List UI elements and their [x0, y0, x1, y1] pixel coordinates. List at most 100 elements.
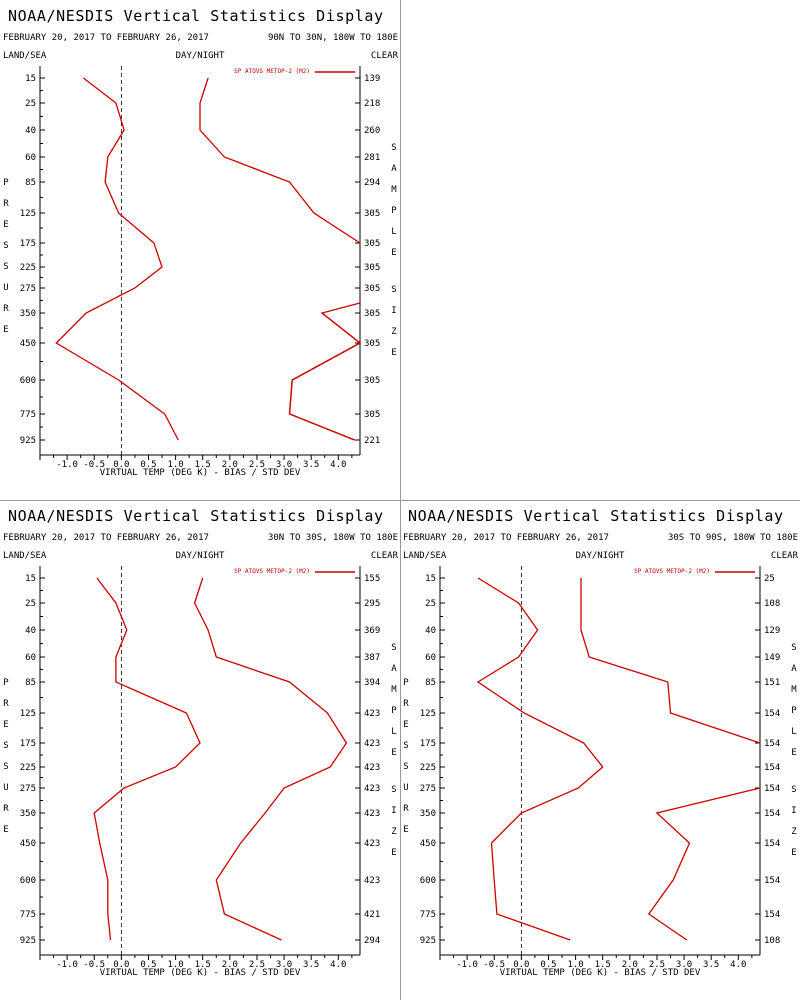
x-tick-label: 3.0: [276, 460, 292, 470]
sample-size-label: 423: [364, 839, 380, 849]
header-clear: CLEAR: [371, 51, 399, 61]
y-axis-title-letter: S: [3, 241, 8, 251]
y-axis-title-letter: S: [3, 262, 8, 272]
y-axis-title-letter: U: [403, 783, 408, 793]
pressure-label: 225: [420, 763, 436, 773]
y-axis-title-letter: R: [3, 304, 9, 314]
panel-30n-30s: NOAA/NESDIS Vertical Statistics Display F…: [3, 507, 399, 978]
x-tick-label: 2.5: [249, 960, 265, 970]
pressure-label: 40: [25, 126, 36, 136]
date-range: FEBRUARY 20, 2017 TO FEBRUARY 26, 2017: [403, 533, 609, 543]
sample-size-title-letter: E: [391, 348, 396, 358]
pressure-label: 40: [425, 626, 436, 636]
region: 30N TO 30S, 180W TO 180E: [268, 533, 398, 543]
y-axis-title-letter: R: [403, 804, 409, 814]
sample-size-title-letter: S: [791, 785, 796, 795]
std-dev-line: [288, 312, 362, 441]
panel-30s-90s: NOAA/NESDIS Vertical Statistics Display F…: [403, 507, 799, 978]
pressure-label: 85: [25, 178, 36, 188]
pressure-label: 775: [20, 410, 36, 420]
y-axis-title-letter: S: [3, 762, 8, 772]
sample-size-label: 305: [364, 410, 380, 420]
pressure-label: 600: [420, 876, 436, 886]
x-tick-label: -1.0: [456, 960, 478, 970]
sample-size-label: 423: [364, 809, 380, 819]
pressure-label: 125: [420, 709, 436, 719]
x-tick-label: 3.5: [303, 960, 319, 970]
bias-line: [55, 77, 179, 441]
pressure-label: 25: [25, 99, 36, 109]
pressure-label: 275: [420, 784, 436, 794]
sample-size-label: 25: [764, 574, 775, 584]
sample-size-label: 260: [364, 126, 380, 136]
pressure-label: 925: [20, 436, 36, 446]
sample-size-label: 149: [764, 653, 780, 663]
sample-size-label: 221: [364, 436, 380, 446]
sample-size-label: 154: [764, 910, 780, 920]
x-tick-label: 3.5: [303, 460, 319, 470]
x-tick-label: 2.0: [222, 460, 238, 470]
sample-size-label: 154: [764, 809, 780, 819]
std-dev-line: [193, 577, 348, 941]
pressure-label: 60: [25, 153, 36, 163]
date-range: FEBRUARY 20, 2017 TO FEBRUARY 26, 2017: [3, 533, 209, 543]
pressure-label: 350: [20, 309, 36, 319]
sample-size-title-letter: Z: [391, 327, 397, 337]
sample-size-label: 305: [364, 263, 380, 273]
pressure-label: 25: [25, 599, 36, 609]
y-axis-title-letter: E: [403, 720, 408, 730]
x-tick-label: 1.5: [195, 460, 211, 470]
sample-size-title-letter: S: [391, 643, 396, 653]
pressure-label: 450: [420, 839, 436, 849]
pressure-label: 175: [420, 739, 436, 749]
sample-size-label: 423: [364, 763, 380, 773]
x-tick-label: 2.0: [222, 960, 238, 970]
sample-size-title-letter: P: [391, 706, 397, 716]
region: 30S TO 90S, 180W TO 180E: [668, 533, 798, 543]
sample-size-label: 421: [364, 910, 380, 920]
y-axis-title-letter: E: [3, 220, 8, 230]
sample-size-label: 305: [364, 339, 380, 349]
x-tick-label: -0.5: [483, 960, 505, 970]
sample-size-title-letter: E: [391, 248, 396, 258]
header-day-night: DAY/NIGHT: [176, 51, 225, 61]
x-tick-label: 2.5: [649, 960, 665, 970]
sample-size-title-letter: S: [391, 285, 396, 295]
chart-title: NOAA/NESDIS Vertical Statistics Display: [408, 507, 784, 525]
sample-size-title-letter: L: [791, 727, 796, 737]
sample-size-title-letter: M: [791, 685, 797, 695]
y-axis-title-letter: S: [3, 741, 8, 751]
sample-size-label: 294: [364, 178, 380, 188]
x-tick-label: -1.0: [56, 460, 78, 470]
sample-size-label: 218: [364, 99, 380, 109]
pressure-label: 450: [20, 339, 36, 349]
sample-size-title-letter: E: [791, 748, 796, 758]
sample-size-label: 305: [364, 209, 380, 219]
sample-size-title-letter: I: [791, 806, 796, 816]
sample-size-label: 129: [764, 626, 780, 636]
x-tick-label: 3.5: [703, 960, 719, 970]
std-dev-line-clipped: [288, 302, 362, 441]
pressure-label: 60: [25, 653, 36, 663]
pressure-label: 85: [425, 678, 436, 688]
sample-size-label: 423: [364, 739, 380, 749]
sample-size-title-letter: M: [391, 685, 397, 695]
sample-size-title-letter: A: [791, 664, 797, 674]
sample-size-title-letter: Z: [391, 827, 397, 837]
pressure-label: 15: [25, 574, 36, 584]
sample-size-title-letter: E: [391, 748, 396, 758]
x-tick-label: 0.0: [113, 460, 129, 470]
x-axis-label: VIRTUAL TEMP (DEG K) - BIAS / STD DEV: [500, 968, 701, 978]
pressure-label: 775: [20, 910, 36, 920]
sample-size-label: 305: [364, 309, 380, 319]
x-tick-label: 2.0: [622, 960, 638, 970]
sample-size-label: 294: [364, 936, 380, 946]
sample-size-label: 155: [364, 574, 380, 584]
chart-title: NOAA/NESDIS Vertical Statistics Display: [8, 7, 384, 25]
header-day-night: DAY/NIGHT: [576, 551, 625, 561]
sample-size-title-letter: I: [391, 306, 396, 316]
std-dev-line: [199, 77, 361, 244]
y-axis-title-letter: P: [3, 678, 9, 688]
sample-size-label: 154: [764, 876, 780, 886]
